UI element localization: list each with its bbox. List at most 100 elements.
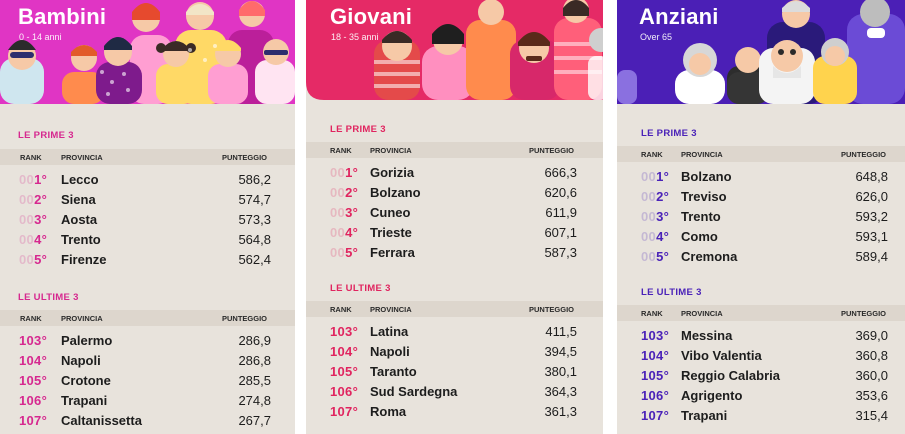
col-rank: RANK <box>20 314 42 323</box>
panel-bambini: Bambini 0 - 14 anni LE PRIME 3 RANK PROV… <box>0 0 295 434</box>
ranking-row-bottom: 103° Latina 411,5 <box>306 324 603 344</box>
ranking-row-bottom: 106° Sud Sardegna 364,3 <box>306 384 603 404</box>
rank-number: 105° <box>641 368 670 383</box>
score-value: 586,2 <box>238 172 271 187</box>
province-name: Como <box>681 229 718 244</box>
ranking-row-bottom: 103° Messina 369,0 <box>617 328 905 348</box>
young-people-illustration <box>306 0 603 100</box>
rank-number: 3° <box>656 209 670 224</box>
elderly-illustration <box>617 0 905 104</box>
rank-value: 104° <box>330 344 358 359</box>
rank-value: 104° <box>641 348 669 363</box>
province-name: Trapani <box>61 393 108 408</box>
rank-padding: 00 <box>641 209 657 224</box>
rank-value: 003° <box>19 212 47 227</box>
ranking-row-bottom: 103° Palermo 286,9 <box>0 333 295 353</box>
province-name: Firenze <box>61 252 107 267</box>
col-rank: RANK <box>330 305 352 314</box>
score-value: 285,5 <box>238 373 271 388</box>
score-value: 364,3 <box>544 384 577 399</box>
column-headers-bottom: RANK PROVINCIA PUNTEGGIO <box>306 301 603 317</box>
ranking-row-bottom: 104° Napoli 286,8 <box>0 353 295 373</box>
panel-header-giovani: Giovani 18 - 35 anni <box>306 0 603 100</box>
rank-number: 105° <box>330 364 359 379</box>
ranking-row-top: 004° Trento 564,8 <box>0 232 295 252</box>
score-value: 648,8 <box>855 169 888 184</box>
col-province: PROVINCIA <box>370 146 412 155</box>
col-score: PUNTEGGIO <box>222 153 268 162</box>
rank-padding: 00 <box>19 212 35 227</box>
rank-padding: 00 <box>330 245 346 260</box>
rank-number: 4° <box>345 225 359 240</box>
rank-value: 005° <box>19 252 47 267</box>
rank-number: 3° <box>345 205 359 220</box>
score-value: 574,7 <box>238 192 271 207</box>
panel-subtitle: Over 65 <box>640 32 673 42</box>
rank-value: 001° <box>641 169 669 184</box>
rank-padding: 00 <box>19 192 35 207</box>
rank-padding: 00 <box>19 232 35 247</box>
rank-number: 103° <box>641 328 670 343</box>
score-value: 564,8 <box>238 232 271 247</box>
column-headers-bottom: RANK PROVINCIA PUNTEGGIO <box>617 305 905 321</box>
province-name: Ferrara <box>370 245 415 260</box>
province-name: Bolzano <box>370 185 421 200</box>
panel-giovani: Giovani 18 - 35 anni LE PRIME 3 RANK PRO… <box>306 0 603 434</box>
rank-value: 103° <box>330 324 358 339</box>
province-name: Cremona <box>681 249 738 264</box>
rank-number: 5° <box>345 245 359 260</box>
rank-value: 106° <box>330 384 358 399</box>
col-score: PUNTEGGIO <box>841 150 887 159</box>
rank-value: 005° <box>641 249 669 264</box>
rank-value: 005° <box>330 245 358 260</box>
score-value: 589,4 <box>855 249 888 264</box>
province-name: Treviso <box>681 189 727 204</box>
bottom-section-label: LE ULTIME 3 <box>18 292 79 303</box>
ranking-row-bottom: 106° Trapani 274,8 <box>0 393 295 413</box>
panel-header-bambini: Bambini 0 - 14 anni <box>0 0 295 104</box>
score-value: 607,1 <box>544 225 577 240</box>
rank-value: 106° <box>641 388 669 403</box>
rank-number: 107° <box>19 413 48 428</box>
rank-padding: 00 <box>330 205 346 220</box>
top-section-label: LE PRIME 3 <box>330 124 386 135</box>
panel-title: Giovani <box>330 4 413 29</box>
rank-number: 103° <box>19 333 48 348</box>
ranking-row-top: 005° Firenze 562,4 <box>0 252 295 272</box>
bottom-section-label: LE ULTIME 3 <box>330 283 391 294</box>
score-value: 380,1 <box>544 364 577 379</box>
score-value: 593,1 <box>855 229 888 244</box>
rank-value: 105° <box>330 364 358 379</box>
col-score: PUNTEGGIO <box>529 146 575 155</box>
ranking-row-top: 001° Gorizia 666,3 <box>306 165 603 185</box>
ranking-row-top: 001° Bolzano 648,8 <box>617 169 905 189</box>
rank-padding: 00 <box>641 169 657 184</box>
col-score: PUNTEGGIO <box>841 309 887 318</box>
ranking-row-bottom: 105° Taranto 380,1 <box>306 364 603 384</box>
score-value: 626,0 <box>855 189 888 204</box>
rank-value: 001° <box>19 172 47 187</box>
rank-number: 5° <box>656 249 670 264</box>
rank-value: 106° <box>19 393 47 408</box>
col-score: PUNTEGGIO <box>529 305 575 314</box>
province-name: Trento <box>61 232 101 247</box>
rank-value: 004° <box>19 232 47 247</box>
province-name: Sud Sardegna <box>370 384 458 399</box>
ranking-row-top: 002° Siena 574,7 <box>0 192 295 212</box>
ranking-row-bottom: 107° Roma 361,3 <box>306 404 603 424</box>
province-name: Crotone <box>61 373 111 388</box>
rank-number: 4° <box>656 229 670 244</box>
ranking-row-top: 002° Bolzano 620,6 <box>306 185 603 205</box>
province-name: Napoli <box>370 344 410 359</box>
column-headers-top: RANK PROVINCIA PUNTEGGIO <box>306 142 603 158</box>
province-name: Trieste <box>370 225 412 240</box>
panel-header-anziani: Anziani Over 65 <box>617 0 905 104</box>
rank-value: 002° <box>19 192 47 207</box>
province-name: Aosta <box>61 212 98 227</box>
province-name: Messina <box>681 328 733 343</box>
rank-padding: 00 <box>641 229 657 244</box>
rank-number: 107° <box>641 408 670 423</box>
rank-number: 106° <box>330 384 359 399</box>
ranking-row-top: 005° Ferrara 587,3 <box>306 245 603 265</box>
province-name: Palermo <box>61 333 113 348</box>
